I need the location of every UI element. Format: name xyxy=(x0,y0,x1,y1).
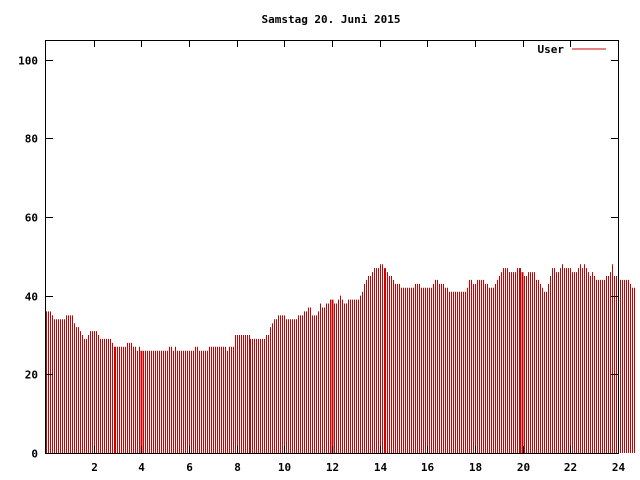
y-tick-label: 0 xyxy=(31,448,38,461)
x-tick-label: 6 xyxy=(186,461,193,474)
x-tick-label: 10 xyxy=(278,461,291,474)
legend: User xyxy=(538,43,606,56)
plot-frame xyxy=(45,40,619,454)
y-tick-label: 60 xyxy=(25,212,38,225)
x-tick-label: 4 xyxy=(138,461,145,474)
y-tick-label: 100 xyxy=(18,55,38,68)
x-tick-label: 14 xyxy=(374,461,388,474)
x-tick-label: 22 xyxy=(564,461,577,474)
x-tick-label: 8 xyxy=(234,461,241,474)
y-tick-label: 80 xyxy=(25,133,38,146)
y-axis-ticks: 0 20 40 60 80 100 xyxy=(18,55,618,461)
x-tick-label: 18 xyxy=(469,461,482,474)
y-tick-label: 20 xyxy=(25,369,38,382)
legend-label-user: User xyxy=(538,43,565,56)
y-tick-label: 40 xyxy=(25,291,38,304)
x-tick-label: 2 xyxy=(91,461,98,474)
chart-title: Samstag 20. Juni 2015 xyxy=(261,13,400,26)
x-tick-label: 16 xyxy=(421,461,435,474)
x-tick-label: 24 xyxy=(612,461,626,474)
x-axis-ticks: 2 4 6 8 10 12 14 16 18 20 22 24 xyxy=(91,40,625,474)
x-tick-label: 12 xyxy=(326,461,339,474)
x-tick-label: 20 xyxy=(517,461,530,474)
bar-series-user xyxy=(46,264,635,453)
